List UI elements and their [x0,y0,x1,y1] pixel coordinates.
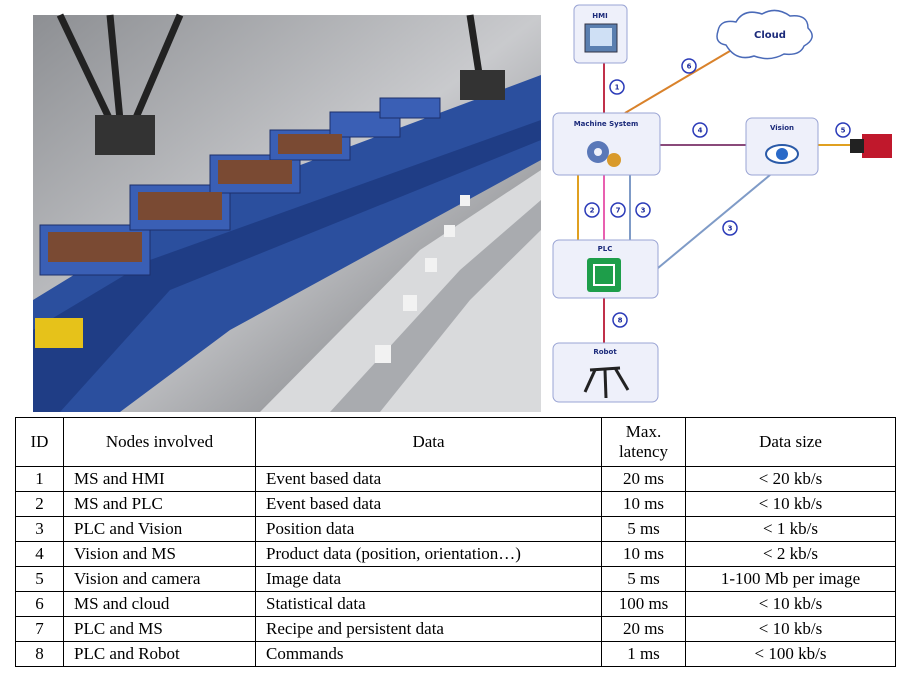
cell: MS and cloud [63,591,256,617]
table-row: 1 MS and HMI Event based data 20 ms < 20 kb/… [15,466,896,492]
cell: PLC and MS [63,616,256,642]
cell: Image data [255,566,602,592]
table-row: 7 PLC and MS Recipe and persistent data 20 … [15,616,896,642]
cell: 10 ms [601,541,686,567]
edge-badge [681,58,697,74]
cell: 6 [15,591,64,617]
edge-badge [610,202,626,218]
cell: Event based data [255,491,602,517]
table-body: 1 MS and HMI Event based data 20 ms < 20 kb/… [15,466,896,667]
cell: 20 ms [601,616,686,642]
node-label: Cloud [754,30,786,41]
edge [624,47,736,114]
edge-badge [722,220,738,236]
cell: Recipe and persistent data [255,616,602,642]
cell: 4 [15,541,64,567]
cell: Product data (position, orientation…) [255,541,602,567]
cell: 8 [15,641,64,667]
table-row: 4 Vision and MS Product data (position, or… [15,541,896,567]
edge-label: 3 [728,225,733,233]
cell: 3 [15,516,64,542]
edge-labels: 1 6 4 5 3 2 7 3 8 [584,58,851,328]
cell: Vision and camera [63,566,256,592]
node-label: PLC [598,245,613,253]
table-row: 5 Vision and camera Image data 5 ms 1-100 Mb… [15,566,896,592]
node [716,9,813,60]
cell: Event based data [255,466,602,492]
nodes: HMI Cloud Machine System Vision PLC Robo… [552,4,892,403]
edge-label: 3 [641,207,646,215]
cell: PLC and Robot [63,641,256,667]
cell: 2 [15,491,64,517]
edge-label: 7 [616,207,621,215]
node-label: HMI [592,12,607,20]
edge-badge [835,122,851,138]
cell: 5 [15,566,64,592]
edge-label: 4 [698,127,703,135]
header-cell: Data [255,417,602,467]
header-row: ID Nodes involved Data Max. latency Data siz… [15,417,896,467]
table: ID Nodes involved Data Max. latency Data siz… [15,417,896,667]
cell: MS and HMI [63,466,256,492]
cell: Position data [255,516,602,542]
edge-badge [692,122,708,138]
table-row: 6 MS and cloud Statistical data 100 ms < 10 … [15,591,896,617]
edge [657,174,771,269]
cell: 1-100 Mb per image [685,566,896,592]
node [552,112,661,176]
header-cell: Data size [685,417,896,467]
cell: 1 ms [601,641,686,667]
edge-label: 6 [687,63,692,71]
edge-badge [612,312,628,328]
header-cell: Nodes involved [63,417,256,467]
edge-badge [584,202,600,218]
edge-badge [635,202,651,218]
cell: 5 ms [601,566,686,592]
edge-label: 2 [590,207,595,215]
cell: < 20 kb/s [685,466,896,492]
header-cell: Max. latency [601,417,686,467]
node-label: Machine System [574,120,639,128]
cell: < 10 kb/s [685,591,896,617]
edge-label: 1 [615,84,620,92]
node-label: Vision [770,124,794,132]
cell: < 10 kb/s [685,491,896,517]
cell: 100 ms [601,591,686,617]
cell: Vision and MS [63,541,256,567]
cell: 7 [15,616,64,642]
cell: < 10 kb/s [685,616,896,642]
cell: < 2 kb/s [685,541,896,567]
table-row: 8 PLC and Robot Commands 1 ms < 100 kb/s [15,641,896,667]
header-cell: ID [15,417,64,467]
cell: Commands [255,641,602,667]
cell: 1 [15,466,64,492]
node-label: Robot [593,348,617,356]
cell: < 1 kb/s [685,516,896,542]
photo [33,13,541,412]
cell: PLC and Vision [63,516,256,542]
edge-badge [609,79,625,95]
cell: 10 ms [601,491,686,517]
edge-label: 5 [841,127,846,135]
cell: MS and PLC [63,491,256,517]
cell: 20 ms [601,466,686,492]
edge-label: 8 [618,317,623,325]
cell: 5 ms [601,516,686,542]
cell: Statistical data [255,591,602,617]
table-row: 2 MS and PLC Event based data 10 ms < 10 kb/… [15,491,896,517]
table-row: 3 PLC and Vision Position data 5 ms < 1 kb/s [15,516,896,542]
cell: < 100 kb/s [685,641,896,667]
